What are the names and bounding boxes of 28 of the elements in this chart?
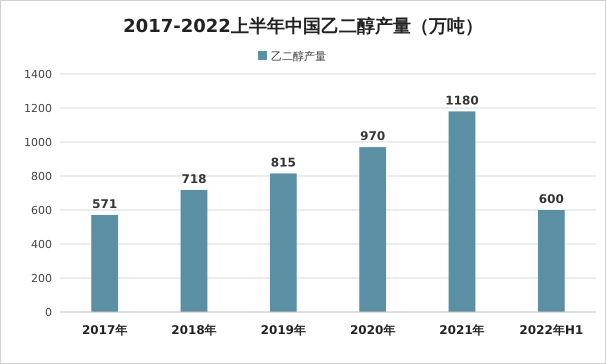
data-label: 970 [360,129,386,144]
legend-label: 乙二醇产量 [271,50,326,63]
bar [180,190,208,312]
y-tick-label: 800 [31,170,52,183]
x-tick-label: 2021年 [439,323,485,337]
bar [91,214,118,312]
data-label: 571 [92,196,118,211]
bar [538,210,565,312]
data-label: 815 [270,155,296,170]
y-tick-label: 400 [31,238,52,251]
y-tick-label: 1200 [24,102,52,115]
y-tick-label: 600 [31,204,52,217]
chart-title: 2017-2022上半年中国乙二醇产量（万吨） [123,16,483,37]
y-tick-label: 1000 [24,136,52,149]
x-tick-label: 2022年H1 [519,323,584,337]
x-tick-label: 2020年 [350,323,396,337]
bar [270,173,297,312]
data-label: 1180 [445,93,479,108]
y-tick-label: 1400 [24,68,52,81]
data-label: 600 [538,192,564,206]
y-tick-label: 0 [45,306,52,319]
data-label: 718 [181,172,207,186]
x-tick-label: 2018年 [171,323,217,337]
x-tick-label: 2017年 [82,323,128,337]
y-tick-label: 200 [31,272,52,285]
bar [448,111,476,312]
x-tick-label: 2019年 [260,323,306,337]
bar [359,147,386,312]
